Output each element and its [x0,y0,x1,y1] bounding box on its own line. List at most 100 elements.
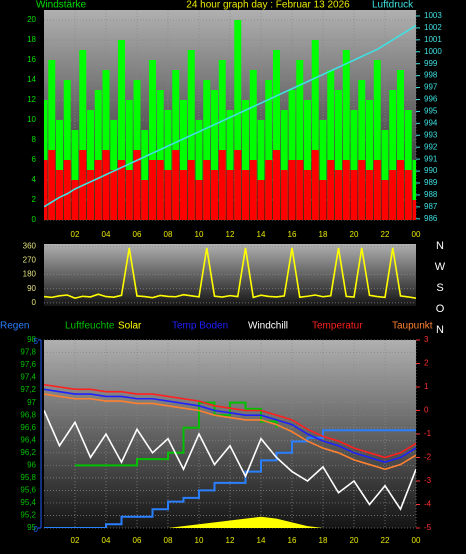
bar [63,160,71,220]
x-tick-label: 04 [102,536,111,545]
x-tick-label: 12 [226,536,235,545]
bar [358,80,366,220]
bar [226,110,234,220]
x-tick-label: 16 [288,230,297,239]
bar [156,160,164,220]
bar [48,60,56,220]
bar [79,50,87,220]
compass-label: N [436,240,444,252]
legend-entry: Regen [0,321,29,332]
y2-tick-label: 1002 [424,23,442,32]
bar [311,40,319,220]
bar [412,160,416,220]
y-tick-label: 95,4 [20,498,36,507]
wind-label: Windstärke [36,0,86,11]
y-tick-label: 95,2 [20,511,36,520]
legend-entry: Windchill [248,321,288,332]
bar [366,170,373,220]
line [44,388,416,464]
y2-tick-label: 993 [424,130,438,139]
y-tick-label: 18 [27,35,36,44]
bar [366,100,373,220]
y2-tick-label: 991 [424,154,438,163]
bar [94,160,102,220]
bar [273,150,280,220]
bar [327,70,335,220]
bar [319,180,327,220]
compass-label: S [436,282,443,294]
y-tick-label: 96,6 [20,423,36,432]
y-tick-label: 2 [32,195,37,204]
bar [203,80,211,220]
x-tick-label: 00 [412,230,421,239]
x-tick-label: 18 [319,230,328,239]
x-tick-label: 14 [257,230,266,239]
bar [257,120,265,220]
series-group [44,20,416,220]
y-tick-label: 90 [27,284,36,293]
bar [141,180,149,220]
y-tick-label: 96,2 [20,448,36,457]
legend-entry: Luftfeuchte [65,321,115,332]
series-group [44,247,416,299]
bar [195,180,203,220]
y-tick-label: 14 [27,75,36,84]
x-tick-label: 20 [350,230,359,239]
legend-entry: Taupunkt [392,321,433,332]
bar [381,130,389,220]
bar [342,160,350,220]
line [75,401,278,467]
bar [249,70,257,220]
bar [342,50,350,220]
bar [44,160,48,220]
x-tick-label: 02 [71,536,80,545]
x-tick-label: 10 [195,230,204,239]
bar [211,90,218,220]
y-tick-label: 360 [23,241,37,250]
bar [335,90,342,220]
y2-tick-label: 994 [424,118,438,127]
bar [180,100,187,220]
y-tick-label: 0 [32,215,37,224]
bar [397,70,404,220]
x-tick-label: 00 [412,536,421,545]
bar [164,110,172,220]
bar [63,80,71,220]
x-tick-label: 08 [164,536,173,545]
y-tick-label: 95 [27,523,36,532]
bar [242,170,249,220]
bar [280,170,288,220]
bar [397,160,404,220]
bar [350,170,358,220]
legend-entry: Temp Boden [172,321,228,332]
y-tick-label: 95,8 [20,473,36,482]
y2-tick-label: -1 [424,429,432,438]
y-tick-label: 16 [27,55,36,64]
y2-tick-label: 1 [424,382,429,391]
bar [125,170,133,220]
series-group [44,383,416,528]
bar [156,90,164,220]
bar [218,150,226,220]
y2-tick-label: 989 [424,178,438,187]
y2-tick-label: 2 [424,359,429,368]
bar [389,170,397,220]
y-tick-label: 0 [32,298,37,307]
bar [226,170,234,220]
bar [94,90,102,220]
bar [234,20,242,220]
bar [218,60,226,220]
bar [350,110,358,220]
bar [404,110,412,220]
y-tick-label: 180 [23,270,37,279]
bar [249,160,257,220]
bar [149,160,156,220]
bar [335,170,342,220]
line [44,429,416,528]
bar [149,60,156,220]
y2-tick-label: -2 [424,453,432,462]
bar [373,160,381,220]
y2-tick-label: 995 [424,107,438,116]
y-tick-label: 270 [23,256,37,265]
